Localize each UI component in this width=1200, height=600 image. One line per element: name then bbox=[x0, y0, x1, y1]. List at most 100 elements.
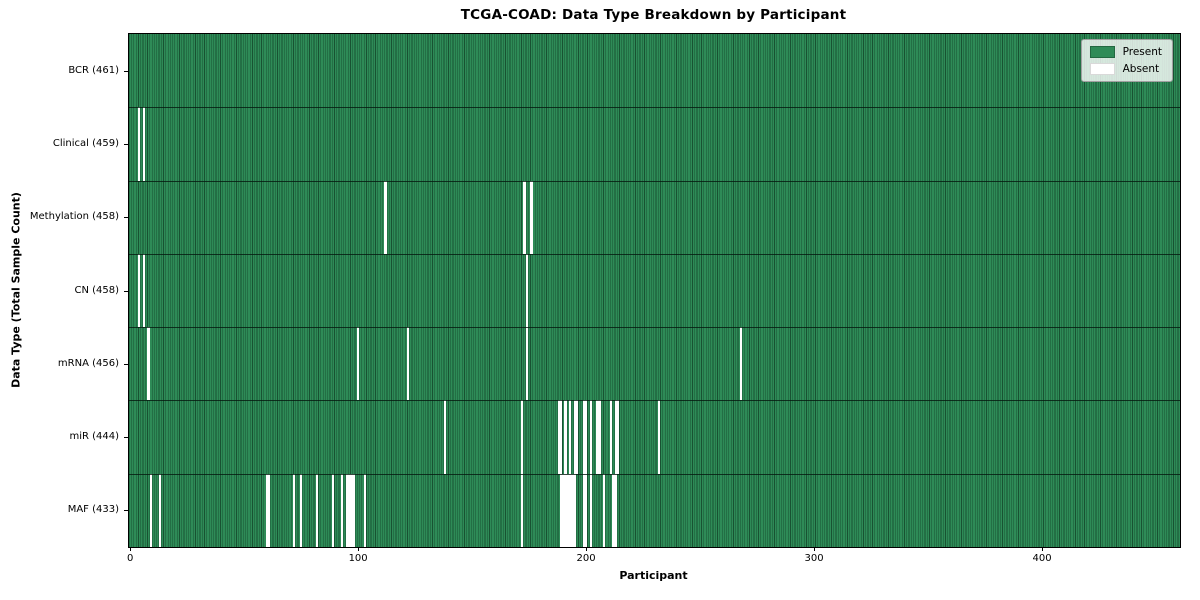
absent-stripe bbox=[530, 180, 533, 254]
absent-stripe bbox=[407, 327, 410, 401]
y-tick-mark bbox=[123, 510, 128, 512]
heatmap-row-clinical bbox=[129, 107, 1180, 181]
absent-stripe bbox=[147, 327, 150, 401]
absent-stripe bbox=[142, 107, 145, 181]
absent-stripe bbox=[564, 400, 567, 474]
absent-stripe bbox=[589, 400, 592, 474]
heatmap-row-cn bbox=[129, 253, 1180, 328]
legend-label-present: Present bbox=[1122, 46, 1162, 58]
y-tick-mark bbox=[123, 143, 128, 145]
y-tick-mark bbox=[123, 290, 128, 292]
y-tick-label: Clinical (459) bbox=[52, 137, 119, 149]
absent-stripe bbox=[612, 473, 615, 547]
legend-swatch-present bbox=[1089, 46, 1115, 58]
absent-stripe bbox=[569, 400, 572, 474]
heatmap-row-methylation bbox=[129, 180, 1180, 254]
absent-stripe bbox=[614, 400, 617, 474]
absent-stripe bbox=[610, 400, 613, 474]
x-tick-mark bbox=[1042, 547, 1044, 551]
absent-stripe bbox=[521, 400, 524, 474]
absent-stripe bbox=[589, 473, 592, 547]
row-separator bbox=[129, 180, 1180, 182]
absent-stripe bbox=[521, 473, 524, 547]
absent-stripe bbox=[739, 327, 743, 401]
legend: Present Absent bbox=[1080, 39, 1173, 82]
chart-title: TCGA-COAD: Data Type Breakdown by Partic… bbox=[460, 7, 847, 23]
absent-stripe bbox=[571, 473, 574, 547]
absent-stripe bbox=[299, 473, 303, 547]
absent-stripe bbox=[265, 473, 269, 547]
row-separator bbox=[129, 473, 1180, 475]
absent-stripe bbox=[142, 253, 145, 328]
y-tick-label: miR (444) bbox=[69, 431, 119, 443]
row-separator bbox=[129, 327, 1180, 329]
x-tick-label: 300 bbox=[804, 553, 824, 564]
plot-area: Present Absent BCR (461) Clinical (459) Me… bbox=[30, 33, 1181, 564]
absent-stripe bbox=[443, 400, 446, 474]
absent-stripe bbox=[138, 107, 141, 181]
absent-stripe bbox=[582, 400, 585, 474]
absent-stripe bbox=[603, 473, 606, 547]
y-tick-label: MAF (433) bbox=[67, 504, 119, 516]
absent-stripe bbox=[352, 473, 355, 547]
legend-entry-present: Present bbox=[1089, 46, 1162, 58]
absent-stripe bbox=[525, 253, 528, 328]
y-tick-label: Methylation (458) bbox=[29, 211, 119, 223]
absent-stripe bbox=[569, 473, 572, 547]
absent-stripe bbox=[582, 473, 585, 547]
legend-entry-absent: Absent bbox=[1089, 63, 1162, 75]
absent-stripe bbox=[138, 253, 141, 328]
heatmap-row-maf bbox=[129, 473, 1180, 547]
x-tick-label: 400 bbox=[1032, 553, 1052, 564]
absent-stripe bbox=[356, 327, 360, 401]
absent-stripe bbox=[345, 473, 348, 547]
absent-stripe bbox=[657, 400, 661, 474]
x-tick-label: 100 bbox=[348, 553, 368, 564]
absent-stripe bbox=[564, 473, 567, 547]
absent-stripe bbox=[559, 473, 563, 547]
absent-stripe bbox=[562, 473, 565, 547]
absent-stripe bbox=[525, 327, 528, 401]
absent-stripe bbox=[584, 473, 588, 547]
y-tick-mark bbox=[123, 363, 128, 365]
heatmap-row-mir bbox=[129, 400, 1180, 474]
absent-stripe bbox=[573, 400, 576, 474]
row-separator bbox=[129, 400, 1180, 402]
absent-stripe bbox=[363, 473, 367, 547]
absent-stripe bbox=[566, 473, 569, 547]
absent-stripe bbox=[315, 473, 319, 547]
absent-stripe bbox=[341, 473, 344, 547]
absent-stripe bbox=[523, 180, 526, 254]
x-tick-mark bbox=[814, 547, 816, 551]
absent-stripe bbox=[350, 473, 353, 547]
y-tick-label: CN (458) bbox=[74, 284, 119, 296]
absent-stripe bbox=[616, 400, 620, 474]
y-tick-label: mRNA (456) bbox=[57, 357, 119, 369]
absent-stripe bbox=[559, 400, 563, 474]
absent-stripe bbox=[384, 180, 387, 254]
absent-stripe bbox=[598, 400, 601, 474]
absent-stripe bbox=[584, 400, 588, 474]
absent-stripe bbox=[614, 473, 617, 547]
x-tick-label: 0 bbox=[126, 553, 134, 564]
x-tick-label: 200 bbox=[576, 553, 596, 564]
y-tick-mark bbox=[123, 217, 128, 219]
absent-stripe bbox=[268, 473, 271, 547]
y-tick-label: BCR (461) bbox=[68, 64, 119, 76]
y-axis-label: Data Type (Total Sample Count) bbox=[9, 192, 23, 388]
heatmap-row-bcr bbox=[129, 34, 1180, 108]
y-tick-mark bbox=[123, 70, 128, 72]
absent-stripe bbox=[158, 473, 161, 547]
absent-stripe bbox=[293, 473, 296, 547]
absent-stripe bbox=[575, 400, 579, 474]
legend-label-absent: Absent bbox=[1122, 63, 1160, 75]
x-tick-mark bbox=[130, 547, 132, 551]
row-separator bbox=[129, 107, 1180, 109]
absent-stripe bbox=[573, 473, 576, 547]
absent-stripe bbox=[331, 473, 335, 547]
legend-swatch-absent bbox=[1089, 63, 1115, 75]
row-separator bbox=[129, 253, 1180, 255]
absent-stripe bbox=[149, 473, 152, 547]
y-tick-mark bbox=[123, 437, 128, 439]
